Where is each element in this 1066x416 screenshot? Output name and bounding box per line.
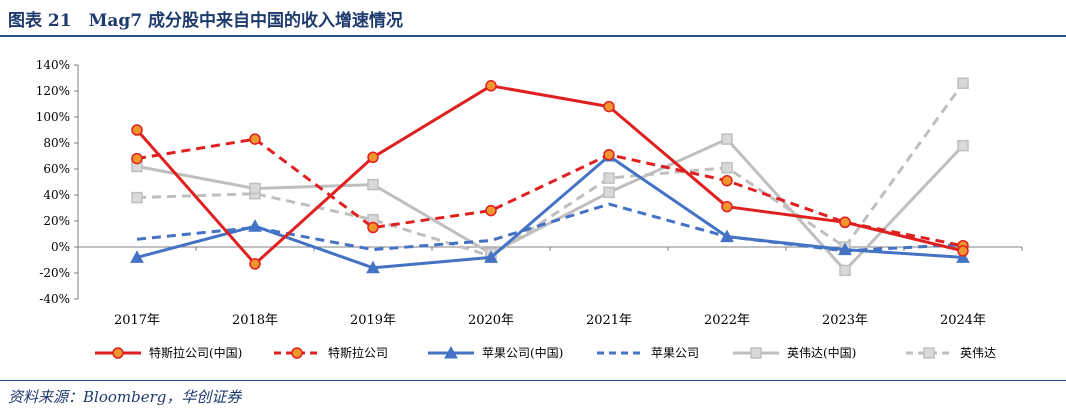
data-point (603, 100, 615, 113)
footer: 资料来源：Bloomberg，华创证券 (0, 380, 1066, 416)
legend-marker (112, 347, 124, 359)
y-tick-label: 0% (51, 240, 70, 254)
footer-rule (0, 380, 1066, 381)
data-point (838, 242, 852, 256)
legend-label: 苹果公司 (651, 346, 699, 360)
series-line (136, 154, 964, 270)
data-point (721, 133, 733, 145)
data-point (366, 260, 380, 274)
data-point (603, 172, 615, 184)
series-group (130, 148, 970, 274)
legend-label: 特斯拉公司 (328, 345, 388, 360)
data-point (721, 200, 733, 213)
data-point (603, 148, 615, 161)
data-point (484, 250, 498, 263)
source-note: 资料来源：Bloomberg，华创证券 (8, 388, 242, 406)
legend-item: 特斯拉公司 (274, 345, 388, 360)
series-group (131, 80, 969, 270)
data-point (131, 152, 143, 165)
y-tick-label: -20% (39, 266, 70, 280)
series-line (135, 84, 964, 266)
data-point (603, 186, 615, 199)
x-tick-label: 2019年 (350, 313, 396, 328)
legend-item: 特斯拉公司(中国) (95, 345, 242, 360)
y-tick-label: 140% (36, 58, 70, 72)
y-tick-label: 100% (36, 110, 70, 124)
legend-item: 英伟达(中国) (733, 345, 856, 360)
series-line (136, 202, 964, 253)
series-line (136, 82, 965, 258)
data-point (839, 216, 851, 229)
figure-title: 图表 21 Mag7 成分股中来自中国的收入增速情况 (8, 11, 404, 31)
x-tick-label: 2021年 (586, 313, 632, 328)
y-tick-label: 40% (43, 188, 70, 202)
x-tick-label: 2022年 (704, 313, 750, 328)
data-point (957, 77, 969, 89)
data-point (249, 182, 261, 195)
legend-item: 英伟达 (906, 346, 996, 360)
data-point (248, 219, 262, 232)
legend-label: 英伟达(中国) (787, 345, 856, 360)
header-rule (0, 35, 1066, 37)
legend-label: 英伟达 (960, 346, 996, 360)
data-point (367, 178, 379, 191)
legend-marker (923, 347, 935, 359)
x-tick-label: 2017年 (114, 313, 160, 328)
legend-marker (291, 347, 303, 359)
legend-marker (444, 345, 458, 359)
series-group (136, 202, 964, 253)
y-tick-label: -40% (39, 292, 70, 306)
data-point (485, 204, 497, 217)
data-point (130, 250, 144, 263)
x-tick-label: 2018年 (232, 313, 278, 328)
header: 图表 21 Mag7 成分股中来自中国的收入增速情况 (0, 0, 1066, 40)
data-point (957, 245, 969, 257)
series-group (131, 77, 969, 262)
data-point (367, 151, 379, 164)
y-tick-label: 60% (43, 162, 70, 176)
data-point (956, 250, 970, 263)
legend-label: 苹果公司(中国) (482, 345, 563, 360)
x-tick-label: 2020年 (468, 313, 514, 328)
data-point (367, 221, 379, 234)
data-point (131, 124, 143, 136)
series-line (136, 137, 964, 248)
y-tick-label: 20% (43, 214, 70, 228)
line-chart: -40% -20% 0% 20% 40% 60% 80% 100% 120% 140% 2017年 2… (36, 58, 1023, 360)
y-tick-label: 120% (36, 84, 70, 98)
legend-item: 苹果公司(中国) (428, 345, 563, 360)
data-point (485, 80, 497, 92)
data-point (839, 264, 851, 277)
x-tick-label: 2023年 (822, 313, 868, 328)
data-point (249, 133, 261, 145)
data-point (720, 229, 734, 243)
x-tick-label: 2024年 (940, 313, 986, 328)
data-point (721, 174, 733, 187)
data-point (721, 161, 733, 174)
legend-marker (750, 347, 762, 359)
y-tick-label: 80% (43, 136, 70, 150)
data-point (249, 258, 261, 270)
legend-item: 苹果公司 (597, 346, 699, 360)
data-point (131, 191, 143, 204)
legend-label: 特斯拉公司(中国) (149, 345, 242, 360)
data-point (957, 139, 969, 152)
